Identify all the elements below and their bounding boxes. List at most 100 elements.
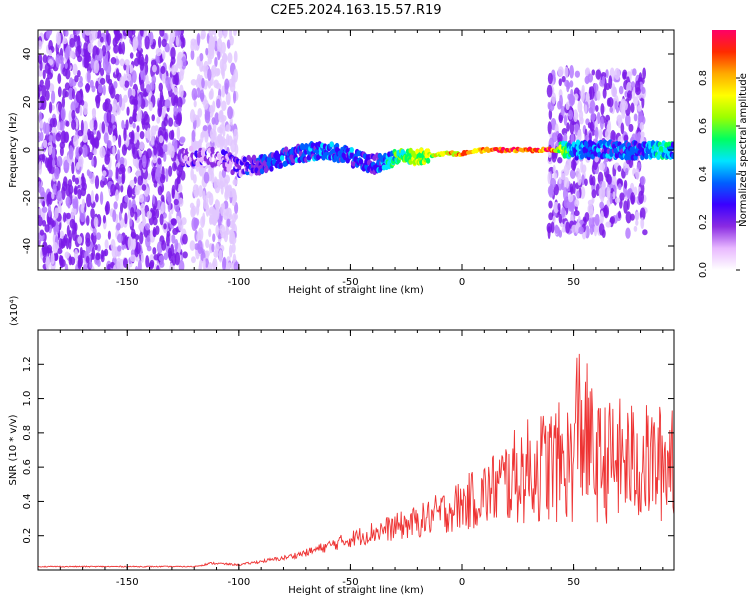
noise-speck <box>44 224 50 233</box>
noise-speck <box>218 249 223 263</box>
noise-speck <box>619 192 625 201</box>
noise-speck <box>156 116 161 124</box>
noise-speck <box>125 119 129 131</box>
noise-speck <box>158 146 164 156</box>
noise-speck <box>152 247 157 255</box>
noise-speck <box>178 170 182 179</box>
noise-speck <box>196 117 201 127</box>
noise-speck <box>210 133 215 143</box>
noise-speck <box>179 84 184 99</box>
noise-speck <box>159 175 166 184</box>
noise-speck <box>196 198 201 208</box>
noise-speck <box>159 213 164 226</box>
noise-speck <box>561 226 566 233</box>
noise-speck <box>168 117 174 127</box>
noise-speck <box>174 251 181 266</box>
noise-speck <box>552 164 556 174</box>
ridge-point <box>656 154 661 161</box>
noise-speck <box>554 224 559 234</box>
noise-speck <box>151 75 157 85</box>
noise-speck <box>149 259 155 268</box>
noise-speck <box>233 68 239 83</box>
noise-speck <box>118 93 123 108</box>
noise-speck <box>547 72 553 85</box>
noise-speck <box>66 225 70 237</box>
noise-speck <box>156 265 160 270</box>
noise-speck <box>192 184 199 196</box>
noise-speck <box>104 239 109 249</box>
noise-speck <box>216 38 223 52</box>
y-tick-label: 1.0 <box>22 391 33 407</box>
noise-speck <box>57 248 63 255</box>
noise-speck <box>124 194 129 203</box>
noise-speck <box>84 30 91 36</box>
ridge-point <box>269 165 274 172</box>
noise-speck <box>202 125 208 132</box>
noise-speck <box>119 202 124 214</box>
noise-speck <box>39 120 44 129</box>
noise-speck <box>226 218 231 228</box>
noise-speck <box>192 114 198 121</box>
noise-speck <box>129 179 135 187</box>
noise-speck <box>144 35 150 50</box>
noise-speck <box>82 133 89 143</box>
noise-speck <box>564 79 570 87</box>
noise-speck <box>57 180 61 191</box>
noise-speck <box>584 68 590 75</box>
noise-speck <box>558 114 564 122</box>
noise-speck <box>123 127 127 142</box>
noise-speck <box>588 106 594 114</box>
noise-speck <box>190 78 197 86</box>
noise-speck <box>163 223 167 230</box>
noise-speck <box>152 194 156 205</box>
noise-speck <box>124 80 130 88</box>
noise-speck <box>601 180 607 191</box>
noise-speck <box>139 232 144 245</box>
noise-speck <box>112 135 116 143</box>
noise-speck <box>617 165 622 172</box>
noise-speck <box>157 99 163 113</box>
noise-speck <box>574 111 579 120</box>
noise-speck <box>51 145 56 160</box>
noise-speck <box>574 70 580 78</box>
x-tick-label: -150 <box>116 277 139 288</box>
noise-speck <box>45 77 51 91</box>
noise-speck <box>229 117 233 126</box>
noise-speck <box>589 209 594 216</box>
noise-speck <box>46 30 53 36</box>
noise-speck <box>221 100 227 112</box>
noise-speck <box>77 35 81 49</box>
noise-speck <box>48 83 55 93</box>
noise-speck <box>56 155 63 168</box>
noise-speck <box>222 138 228 149</box>
noise-speck <box>550 221 555 234</box>
noise-speck <box>558 213 563 224</box>
noise-speck <box>200 89 205 102</box>
noise-speck <box>180 170 186 181</box>
noise-speck <box>127 30 134 39</box>
noise-speck <box>99 67 105 76</box>
noise-speck <box>609 192 613 205</box>
noise-speck <box>75 118 79 130</box>
noise-speck <box>130 254 137 263</box>
noise-speck <box>197 240 203 254</box>
noise-speck <box>625 167 629 176</box>
noise-speck <box>547 185 553 196</box>
ridge-point <box>579 153 585 160</box>
noise-speck <box>584 178 588 187</box>
noise-speck <box>75 30 80 35</box>
noise-speck <box>227 52 233 64</box>
noise-speck <box>165 75 170 89</box>
noise-speck <box>107 230 111 240</box>
noise-speck <box>599 116 604 130</box>
noise-speck <box>162 50 166 60</box>
noise-speck <box>548 200 553 209</box>
noise-speck <box>569 65 574 79</box>
noise-speck <box>97 30 102 40</box>
noise-speck <box>52 241 59 254</box>
noise-speck <box>171 234 176 244</box>
noise-speck <box>163 153 167 162</box>
x-tick-label: -100 <box>227 577 250 588</box>
noise-speck <box>566 122 570 132</box>
noise-speck <box>101 174 105 182</box>
